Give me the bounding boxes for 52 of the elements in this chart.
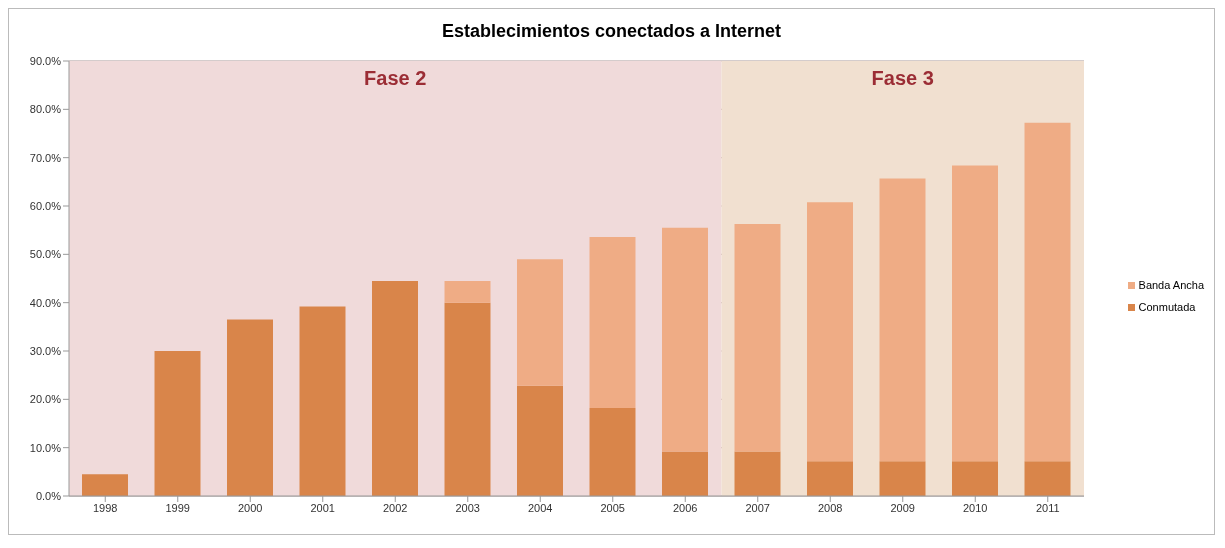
y-tick-label: 50.0% [29,248,62,261]
y-tick-label: 10.0% [29,441,62,454]
y-tick-label: 20.0% [29,393,62,406]
y-tick-label: 30.0% [29,344,62,357]
bar [517,385,563,496]
bar [227,319,273,496]
bar [1024,122,1071,462]
bar [82,474,128,496]
y-tick-label: 60.0% [29,199,62,212]
bar [879,461,926,496]
band-label: Fase 2 [364,67,427,90]
y-tick-label: 40.0% [29,296,62,309]
bar [1024,461,1071,496]
bar [372,280,418,496]
bar [952,461,998,496]
bar [662,451,708,496]
x-tick-label: 2007 [745,501,770,514]
band-label: Fase 3 [871,67,934,90]
x-tick-label: 2002 [383,501,408,514]
bar [734,451,781,496]
x-tick-label: 2000 [238,501,263,514]
legend-label: Banda Ancha [1138,279,1204,291]
bar [879,178,926,462]
x-tick-label: 2003 [455,501,480,514]
bar [662,227,708,452]
x-tick-label: 2011 [1035,501,1060,514]
bar [444,302,491,496]
bar [952,165,998,462]
bar [807,461,853,496]
x-tick-label: 2004 [528,501,553,514]
bar [299,306,346,496]
bar [154,351,201,496]
bar [807,202,853,462]
bar [589,236,636,409]
x-tick-label: 1999 [165,501,190,514]
y-tick-label: 70.0% [29,151,62,164]
y-tick-label: 0.0% [35,489,62,502]
bar [517,259,563,386]
legend-label: Conmutada [1138,301,1196,313]
y-tick-label: 80.0% [29,103,62,116]
chart-title: Establecimientos conectados a Internet [440,20,783,43]
x-tick-label: 2001 [310,501,335,514]
y-tick-label: 90.0% [29,54,62,67]
bar [734,223,781,452]
bar [444,280,491,303]
x-tick-label: 1998 [93,501,118,514]
x-tick-label: 2010 [963,501,988,514]
x-tick-label: 2005 [600,501,625,514]
x-tick-label: 2008 [818,501,843,514]
bar [589,408,636,496]
x-tick-label: 2009 [890,501,915,514]
x-tick-label: 2006 [673,501,698,514]
